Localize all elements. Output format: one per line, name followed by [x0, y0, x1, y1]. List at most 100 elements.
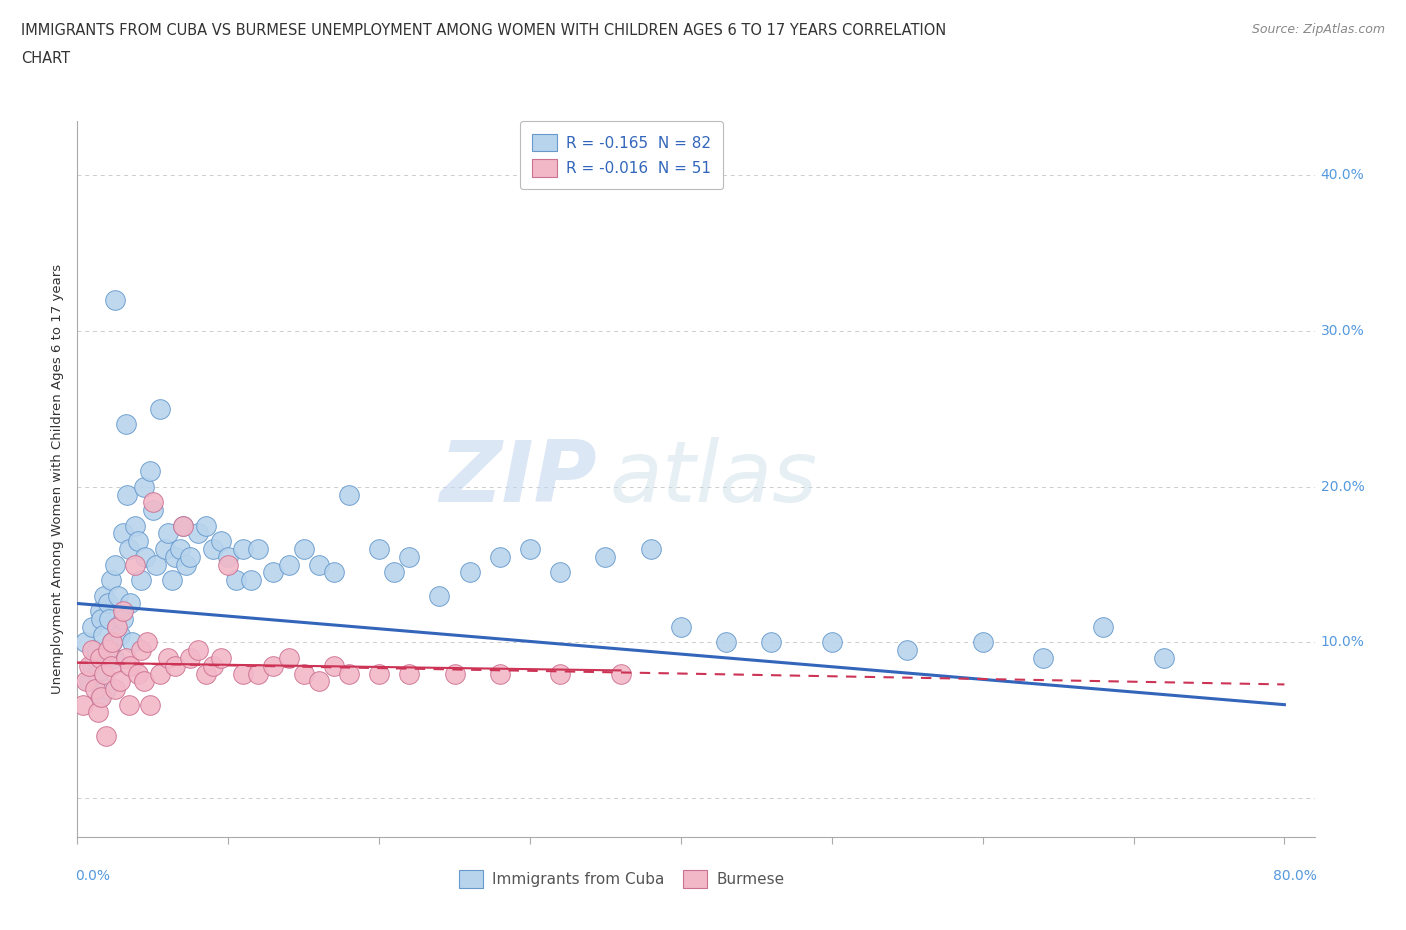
Point	[89, 604, 111, 618]
Point	[896, 643, 918, 658]
Y-axis label: Unemployment Among Women with Children Ages 6 to 17 years: Unemployment Among Women with Children A…	[51, 264, 65, 694]
Point	[1032, 651, 1054, 666]
Point	[821, 635, 844, 650]
Point	[156, 651, 179, 666]
Point	[398, 550, 420, 565]
Point	[194, 518, 217, 533]
Point	[104, 682, 127, 697]
Point	[308, 674, 330, 689]
Point	[595, 550, 617, 565]
Point	[87, 666, 110, 681]
Point	[124, 518, 146, 533]
Point	[429, 589, 451, 604]
Point	[135, 635, 157, 650]
Legend: Immigrants from Cuba, Burmese: Immigrants from Cuba, Burmese	[453, 864, 790, 894]
Point	[209, 651, 232, 666]
Point	[134, 550, 156, 565]
Point	[308, 557, 330, 572]
Point	[368, 666, 391, 681]
Point	[172, 518, 194, 533]
Point	[382, 565, 405, 579]
Point	[129, 573, 152, 588]
Point	[217, 557, 239, 572]
Text: 20.0%: 20.0%	[1320, 480, 1365, 494]
Point	[292, 666, 315, 681]
Point	[145, 557, 167, 572]
Point	[111, 526, 134, 541]
Point	[82, 658, 104, 673]
Point	[153, 541, 176, 556]
Point	[127, 666, 149, 681]
Point	[162, 573, 184, 588]
Point	[247, 666, 270, 681]
Point	[488, 666, 510, 681]
Point	[101, 635, 124, 650]
Point	[93, 589, 115, 604]
Point	[165, 658, 187, 673]
Point	[93, 666, 115, 681]
Point	[398, 666, 420, 681]
Point	[96, 596, 118, 611]
Point	[225, 573, 247, 588]
Point	[94, 728, 117, 743]
Point	[488, 550, 510, 565]
Point	[209, 534, 232, 549]
Point	[149, 666, 172, 681]
Point	[104, 557, 127, 572]
Point	[172, 518, 194, 533]
Point	[443, 666, 465, 681]
Point	[292, 541, 315, 556]
Point	[104, 293, 127, 308]
Point	[132, 674, 155, 689]
Point	[73, 635, 96, 650]
Point	[247, 541, 270, 556]
Point	[669, 619, 692, 634]
Point	[263, 565, 285, 579]
Point	[165, 550, 187, 565]
Point	[239, 573, 262, 588]
Point	[337, 487, 360, 502]
Text: CHART: CHART	[21, 51, 70, 66]
Point	[174, 557, 197, 572]
Point	[117, 698, 139, 712]
Text: ZIP: ZIP	[439, 437, 598, 521]
Point	[972, 635, 994, 650]
Point	[202, 658, 225, 673]
Point	[548, 565, 571, 579]
Text: 30.0%: 30.0%	[1320, 324, 1365, 339]
Point	[149, 402, 172, 417]
Point	[90, 689, 112, 704]
Point	[132, 479, 155, 494]
Point	[322, 565, 344, 579]
Point	[714, 635, 737, 650]
Point	[101, 635, 124, 650]
Point	[127, 534, 149, 549]
Point	[100, 658, 122, 673]
Point	[519, 541, 541, 556]
Point	[322, 658, 344, 673]
Point	[194, 666, 217, 681]
Point	[139, 464, 162, 479]
Point	[1153, 651, 1175, 666]
Point	[75, 674, 97, 689]
Point	[115, 487, 138, 502]
Point	[108, 627, 131, 642]
Point	[169, 541, 191, 556]
Point	[89, 689, 111, 704]
Point	[124, 557, 146, 572]
Point	[217, 550, 239, 565]
Point	[263, 658, 285, 673]
Point	[120, 596, 142, 611]
Point	[458, 565, 481, 579]
Point	[79, 658, 101, 673]
Text: 0.0%: 0.0%	[75, 870, 110, 884]
Point	[96, 643, 118, 658]
Point	[277, 557, 299, 572]
Point	[90, 612, 112, 627]
Point	[120, 658, 142, 673]
Point	[337, 666, 360, 681]
Point	[117, 541, 139, 556]
Point	[640, 541, 662, 556]
Point	[91, 627, 114, 642]
Point	[107, 589, 129, 604]
